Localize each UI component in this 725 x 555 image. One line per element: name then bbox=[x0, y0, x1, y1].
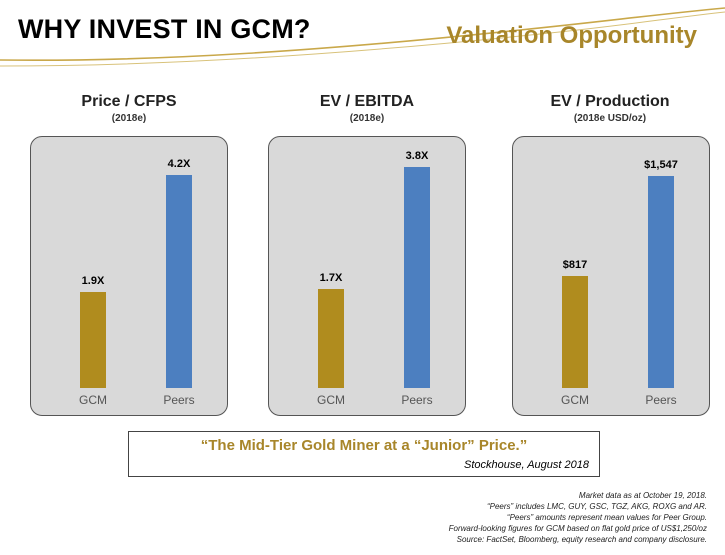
page-subtitle: Valuation Opportunity bbox=[446, 22, 697, 49]
chart-2-panel: 1.7X 3.8X GCM Peers bbox=[268, 136, 466, 416]
quote-text: “The Mid-Tier Gold Miner at a “Junior” P… bbox=[200, 437, 528, 454]
chart-1-cat-gcm: GCM bbox=[79, 393, 107, 407]
chart-2-cat-peers: Peers bbox=[401, 393, 433, 407]
chart-2-bar-gcm bbox=[318, 289, 344, 388]
chart-3-label-peers: $1,547 bbox=[644, 159, 678, 171]
chart-1-heading: Price / CFPS (2018e) bbox=[24, 93, 234, 124]
chart-2-cat-gcm: GCM bbox=[317, 393, 345, 407]
chart-1-cat-peers: Peers bbox=[163, 393, 195, 407]
chart-3-cat-peers: Peers bbox=[645, 393, 677, 407]
quote-source: Stockhouse, August 2018 bbox=[464, 459, 589, 471]
chart-1-subtitle: (2018e) bbox=[111, 113, 147, 124]
chart-1-label-peers: 4.2X bbox=[167, 158, 191, 170]
footnote-line: Market data as at October 19, 2018. bbox=[578, 491, 707, 500]
chart-3-label-gcm: $817 bbox=[562, 259, 588, 271]
chart-1-panel: 1.9X 4.2X GCM Peers bbox=[30, 136, 228, 416]
page-title: WHY INVEST IN GCM? bbox=[18, 14, 311, 44]
chart-2-subtitle: (2018e) bbox=[349, 113, 385, 124]
footnote-line: Forward-looking figures for GCM based on… bbox=[448, 524, 707, 533]
chart-2-bar-peers bbox=[404, 167, 430, 388]
chart-3-panel: $817 $1,547 GCM Peers bbox=[512, 136, 710, 416]
chart-3-cat-gcm: GCM bbox=[561, 393, 589, 407]
chart-2-heading: EV / EBITDA (2018e) bbox=[262, 93, 472, 124]
chart-2-title: EV / EBITDA bbox=[319, 93, 415, 110]
chart-2-label-peers: 3.8X bbox=[405, 150, 429, 162]
chart-3-subtitle: (2018e USD/oz) bbox=[573, 113, 647, 124]
chart-2-label-gcm: 1.7X bbox=[319, 272, 343, 284]
chart-3-heading: EV / Production (2018e USD/oz) bbox=[505, 93, 715, 124]
footnote-line: Source: FactSet, Bloomberg, equity resea… bbox=[456, 535, 707, 544]
chart-1-label-gcm: 1.9X bbox=[81, 275, 105, 287]
chart-1-bar-gcm bbox=[80, 292, 106, 388]
footnote-line: “Peers” amounts represent mean values fo… bbox=[506, 513, 707, 522]
footnotes: Market data as at October 19, 2018. “Pee… bbox=[449, 490, 707, 545]
header-swoosh bbox=[0, 7, 725, 67]
chart-3-title: EV / Production bbox=[550, 93, 670, 110]
quote-box: “The Mid-Tier Gold Miner at a “Junior” P… bbox=[128, 431, 600, 477]
chart-1-title: Price / CFPS bbox=[81, 93, 177, 110]
chart-3-bar-gcm bbox=[562, 276, 588, 388]
footnote-line: “Peers” includes LMC, GUY, GSC, TGZ, AKG… bbox=[486, 502, 707, 511]
chart-3-bar-peers bbox=[648, 176, 674, 388]
chart-1-bar-peers bbox=[166, 175, 192, 388]
